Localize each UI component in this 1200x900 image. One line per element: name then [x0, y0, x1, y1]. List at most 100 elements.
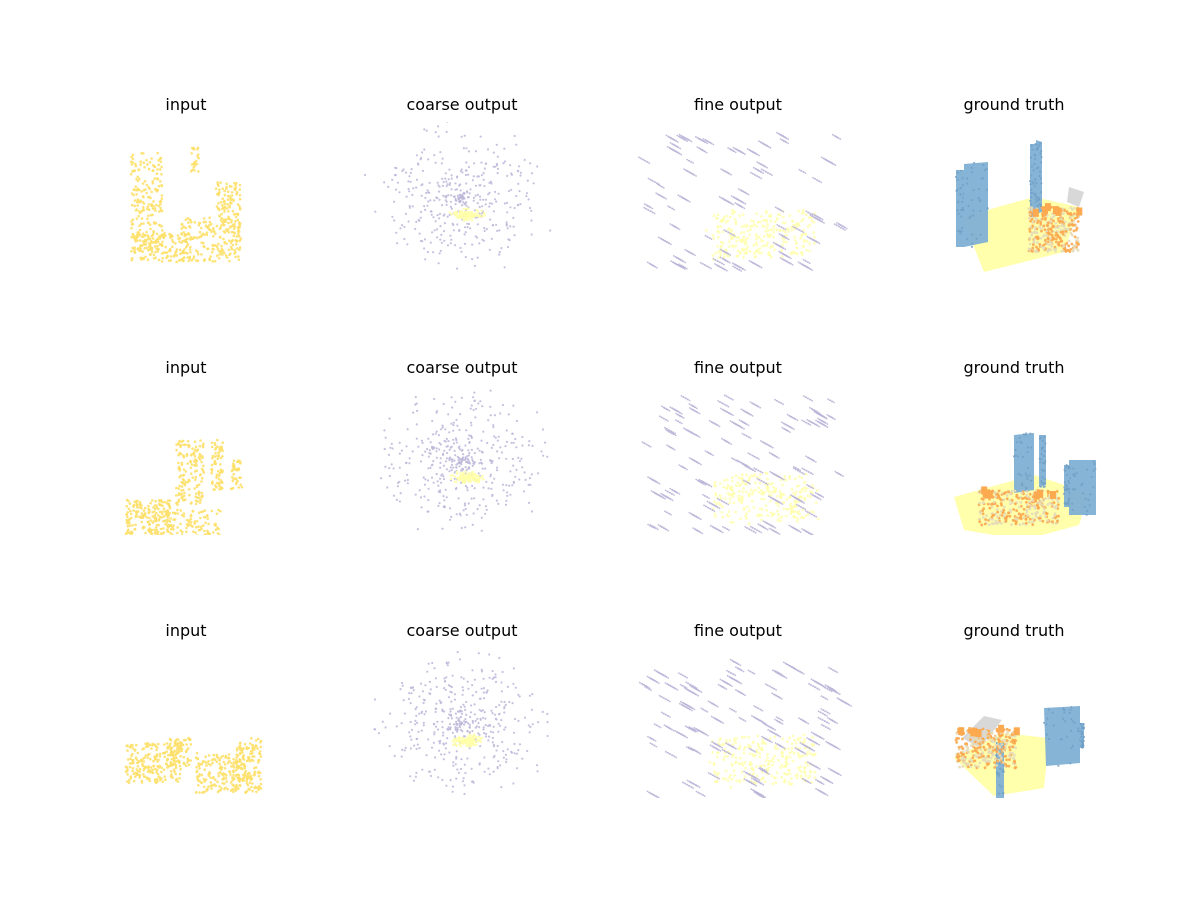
input-point [177, 441, 180, 445]
input-point [229, 487, 233, 491]
furniture-point [1047, 221, 1050, 225]
coarse-point [462, 509, 465, 512]
input-point [238, 197, 242, 201]
input-point [236, 226, 240, 229]
coarse-point [485, 508, 488, 511]
furniture-point [1039, 227, 1043, 231]
input-point [170, 238, 174, 242]
input-point [149, 531, 152, 534]
input-point [206, 531, 210, 534]
input-point [134, 185, 138, 188]
fine-floor-point [786, 507, 790, 511]
fine-patch-point [813, 460, 816, 462]
fine-patch-point [756, 161, 759, 163]
fine-patch-point [791, 263, 794, 266]
furniture-point [1030, 206, 1033, 210]
fine-patch-point [780, 234, 783, 237]
coarse-point [505, 201, 509, 204]
coarse-point [515, 195, 518, 198]
coarse-floor-point [476, 213, 479, 216]
fine-patch-point [779, 208, 781, 211]
fine-floor-point [739, 517, 742, 521]
fine-patch-point [800, 170, 803, 172]
coarse-point [495, 143, 498, 146]
fine-floor-point [809, 490, 813, 494]
coarse-point [521, 435, 524, 439]
fine-patch-point [709, 508, 712, 510]
input-point [230, 194, 234, 197]
fine-patch-point [791, 416, 793, 418]
input-point [182, 473, 186, 477]
input-point [162, 233, 166, 237]
input-point [218, 227, 222, 230]
fine-patch-point [721, 437, 723, 440]
fine-patch-point [830, 416, 833, 419]
fine-patch-point [696, 407, 698, 410]
coarse-point [506, 245, 510, 249]
coarse-point [446, 215, 449, 218]
coarse-point [512, 216, 515, 219]
fine-patch-point [710, 142, 713, 145]
furniture-point [1063, 226, 1067, 230]
input-point [160, 197, 164, 200]
input-point [168, 511, 172, 515]
fine-patch-point [750, 414, 752, 416]
input-point [130, 258, 134, 262]
fine-floor-point [797, 224, 801, 227]
fine-floor-point [734, 244, 738, 248]
input-point [226, 203, 229, 206]
fine-patch-point [783, 227, 785, 230]
fine-patch-point [699, 261, 702, 264]
input-point [189, 521, 193, 524]
input-point [158, 168, 162, 171]
coarse-point [454, 244, 457, 247]
fine-patch-point [804, 172, 807, 174]
fine-patch-point [723, 394, 726, 397]
fine-floor-point [740, 225, 744, 228]
coarse-point [441, 426, 444, 429]
coarse-point [415, 178, 419, 181]
coarse-point [511, 484, 514, 487]
input-point [144, 255, 147, 259]
input-point [156, 530, 160, 534]
furniture-point [1040, 229, 1043, 233]
coarse-point [433, 229, 436, 232]
fine-patch-point [692, 527, 695, 529]
input-point [235, 191, 239, 194]
input-point [234, 477, 237, 480]
fine-patch-point [779, 257, 782, 259]
input-point [227, 210, 230, 213]
coarse-point [502, 162, 505, 165]
fine-floor-point [776, 494, 779, 498]
coarse-point [478, 449, 481, 452]
fine-patch-point [658, 482, 661, 485]
input-point [166, 509, 169, 513]
coarse-point [490, 446, 493, 449]
input-point [124, 532, 128, 535]
fine-floor-point [713, 481, 717, 484]
coarse-point [464, 444, 467, 447]
input-point [180, 443, 183, 447]
coarse-point [434, 220, 437, 223]
fine-patch-point [773, 530, 775, 532]
fine-floor-point [740, 239, 744, 243]
fine-floor-point [727, 240, 731, 244]
coarse-point [439, 489, 442, 492]
fine-floor-point [716, 225, 719, 228]
fine-patch-point [774, 206, 777, 209]
fine-patch-point [748, 413, 751, 415]
coarse-point [444, 460, 447, 463]
coarse-point [431, 433, 435, 436]
input-point [139, 160, 142, 163]
fine-patch-point [698, 517, 701, 520]
fine-patch-point [808, 420, 811, 422]
fine-patch-point [685, 198, 688, 201]
furniture-point [1075, 226, 1079, 230]
coarse-point [448, 470, 451, 473]
fine-patch-point [653, 479, 656, 482]
coarse-point [433, 397, 436, 401]
coarse-point [471, 458, 474, 461]
coarse-point [508, 239, 511, 242]
input-point [137, 515, 141, 519]
input-point [154, 519, 158, 523]
